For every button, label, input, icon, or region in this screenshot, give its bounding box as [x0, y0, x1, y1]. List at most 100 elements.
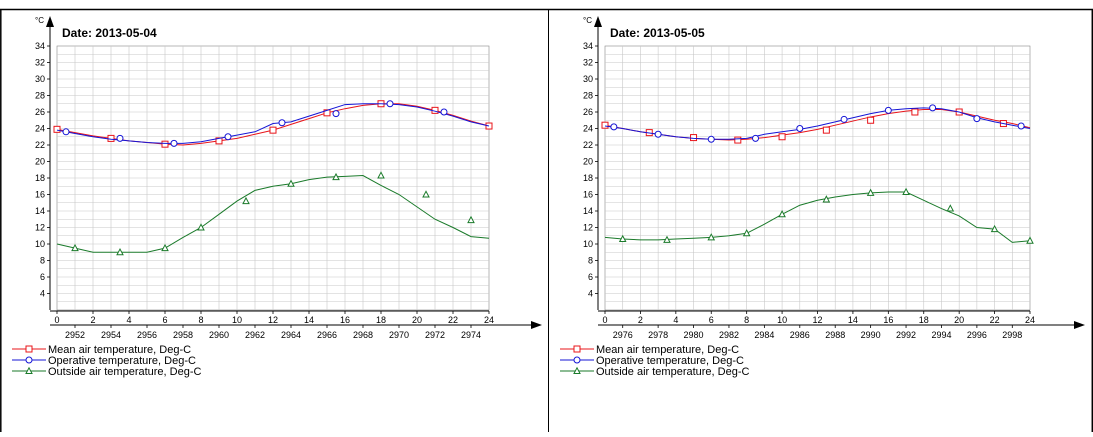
secondary-tick-label: 2988: [825, 330, 845, 340]
secondary-axis-arrow: [1074, 321, 1085, 329]
x-tick-label: 2: [638, 315, 643, 325]
y-tick-label: 30: [583, 74, 593, 84]
data-point: [884, 106, 892, 114]
data-point: [707, 135, 715, 143]
y-tick-label: 28: [583, 91, 593, 101]
data-point: [663, 235, 671, 243]
data-point: [116, 134, 124, 142]
data-point: [973, 115, 981, 123]
secondary-tick-label: 2966: [317, 330, 337, 340]
secondary-tick-label: 2960: [209, 330, 229, 340]
data-point: [778, 210, 786, 218]
series-line: [604, 191, 1031, 243]
y-tick-label: 32: [35, 58, 45, 68]
secondary-tick-label: 2982: [719, 330, 739, 340]
x-tick-label: 0: [54, 315, 59, 325]
secondary-tick-label: 2980: [684, 330, 704, 340]
data-point: [224, 133, 232, 141]
secondary-tick-label: 2970: [389, 330, 409, 340]
secondary-tick-label: 2972: [425, 330, 445, 340]
y-tick-label: 4: [588, 289, 593, 299]
y-tick-label: 6: [588, 272, 593, 282]
data-point: [734, 136, 742, 144]
legend-marker: [25, 366, 33, 374]
y-tick-label: 22: [583, 140, 593, 150]
data-point: [866, 188, 875, 196]
y-tick-label: 8: [588, 256, 593, 266]
series-circle: [56, 100, 490, 147]
x-tick-label: 12: [812, 315, 822, 325]
secondary-tick-label: 2998: [1002, 330, 1022, 340]
legend-label: Outside air temperature, Deg-C: [596, 366, 750, 378]
data-point: [867, 116, 875, 124]
data-point: [107, 134, 115, 142]
secondary-tick-label: 2958: [173, 330, 193, 340]
data-point: [911, 108, 919, 116]
secondary-tick-label: 2992: [896, 330, 916, 340]
data-point: [707, 233, 716, 241]
data-point: [161, 140, 169, 148]
data-point: [116, 247, 124, 256]
data-point: [778, 133, 786, 141]
secondary-tick-label: 2976: [613, 330, 633, 340]
legend-marker: [25, 356, 33, 364]
secondary-tick-label: 2974: [461, 330, 481, 340]
data-point: [929, 104, 937, 112]
y-tick-label: 20: [583, 157, 593, 167]
data-point: [618, 234, 627, 243]
x-tick-label: 6: [709, 315, 714, 325]
legend-marker: [573, 356, 581, 364]
x-tick-label: 18: [376, 315, 386, 325]
y-tick-label: 8: [40, 256, 45, 266]
data-point: [53, 125, 61, 133]
chart-title: Date: 2013-05-05: [610, 26, 705, 40]
y-tick-label: 14: [583, 206, 593, 216]
x-tick-label: 14: [848, 315, 858, 325]
secondary-tick-label: 2990: [861, 330, 881, 340]
x-tick-label: 4: [673, 315, 678, 325]
y-tick-label: 30: [35, 74, 45, 84]
x-tick-label: 16: [340, 315, 350, 325]
legend-item: Mean air temperature, Deg-C: [560, 344, 739, 356]
x-tick-label: 16: [883, 315, 893, 325]
secondary-tick-label: 2964: [281, 330, 301, 340]
legend-label: Mean air temperature, Deg-C: [596, 344, 739, 356]
y-tick-label: 10: [35, 239, 45, 249]
x-tick-label: 22: [990, 315, 1000, 325]
data-point: [1026, 236, 1034, 244]
secondary-tick-label: 2986: [790, 330, 810, 340]
secondary-tick-label: 2952: [65, 330, 85, 340]
y-tick-label: 4: [40, 289, 45, 299]
secondary-axis-arrow: [531, 321, 542, 329]
series-line: [56, 175, 490, 253]
data-point: [161, 243, 169, 252]
x-tick-label: 24: [484, 315, 494, 325]
y-axis-arrow: [594, 16, 602, 27]
legend-marker: [573, 345, 581, 353]
series-line: [56, 103, 490, 144]
y-tick-label: 32: [583, 58, 593, 68]
data-point: [822, 126, 830, 134]
secondary-tick-label: 2968: [353, 330, 373, 340]
y-tick-label: 22: [35, 140, 45, 150]
data-point: [287, 179, 295, 187]
secondary-tick-label: 2962: [245, 330, 265, 340]
legend-label: Operative temperature, Deg-C: [596, 355, 744, 367]
data-point: [610, 123, 618, 131]
data-point: [269, 126, 277, 134]
data-point: [386, 100, 394, 108]
data-point: [170, 139, 178, 147]
data-point: [242, 196, 250, 205]
y-tick-label: 18: [35, 173, 45, 183]
y-tick-label: 34: [583, 41, 593, 51]
legend-marker: [25, 345, 33, 353]
y-tick-label: 24: [583, 124, 593, 134]
series-triangle: [56, 171, 490, 256]
x-tick-label: 4: [126, 315, 131, 325]
data-point: [197, 223, 205, 231]
y-tick-label: 16: [583, 190, 593, 200]
secondary-tick-label: 2996: [967, 330, 987, 340]
